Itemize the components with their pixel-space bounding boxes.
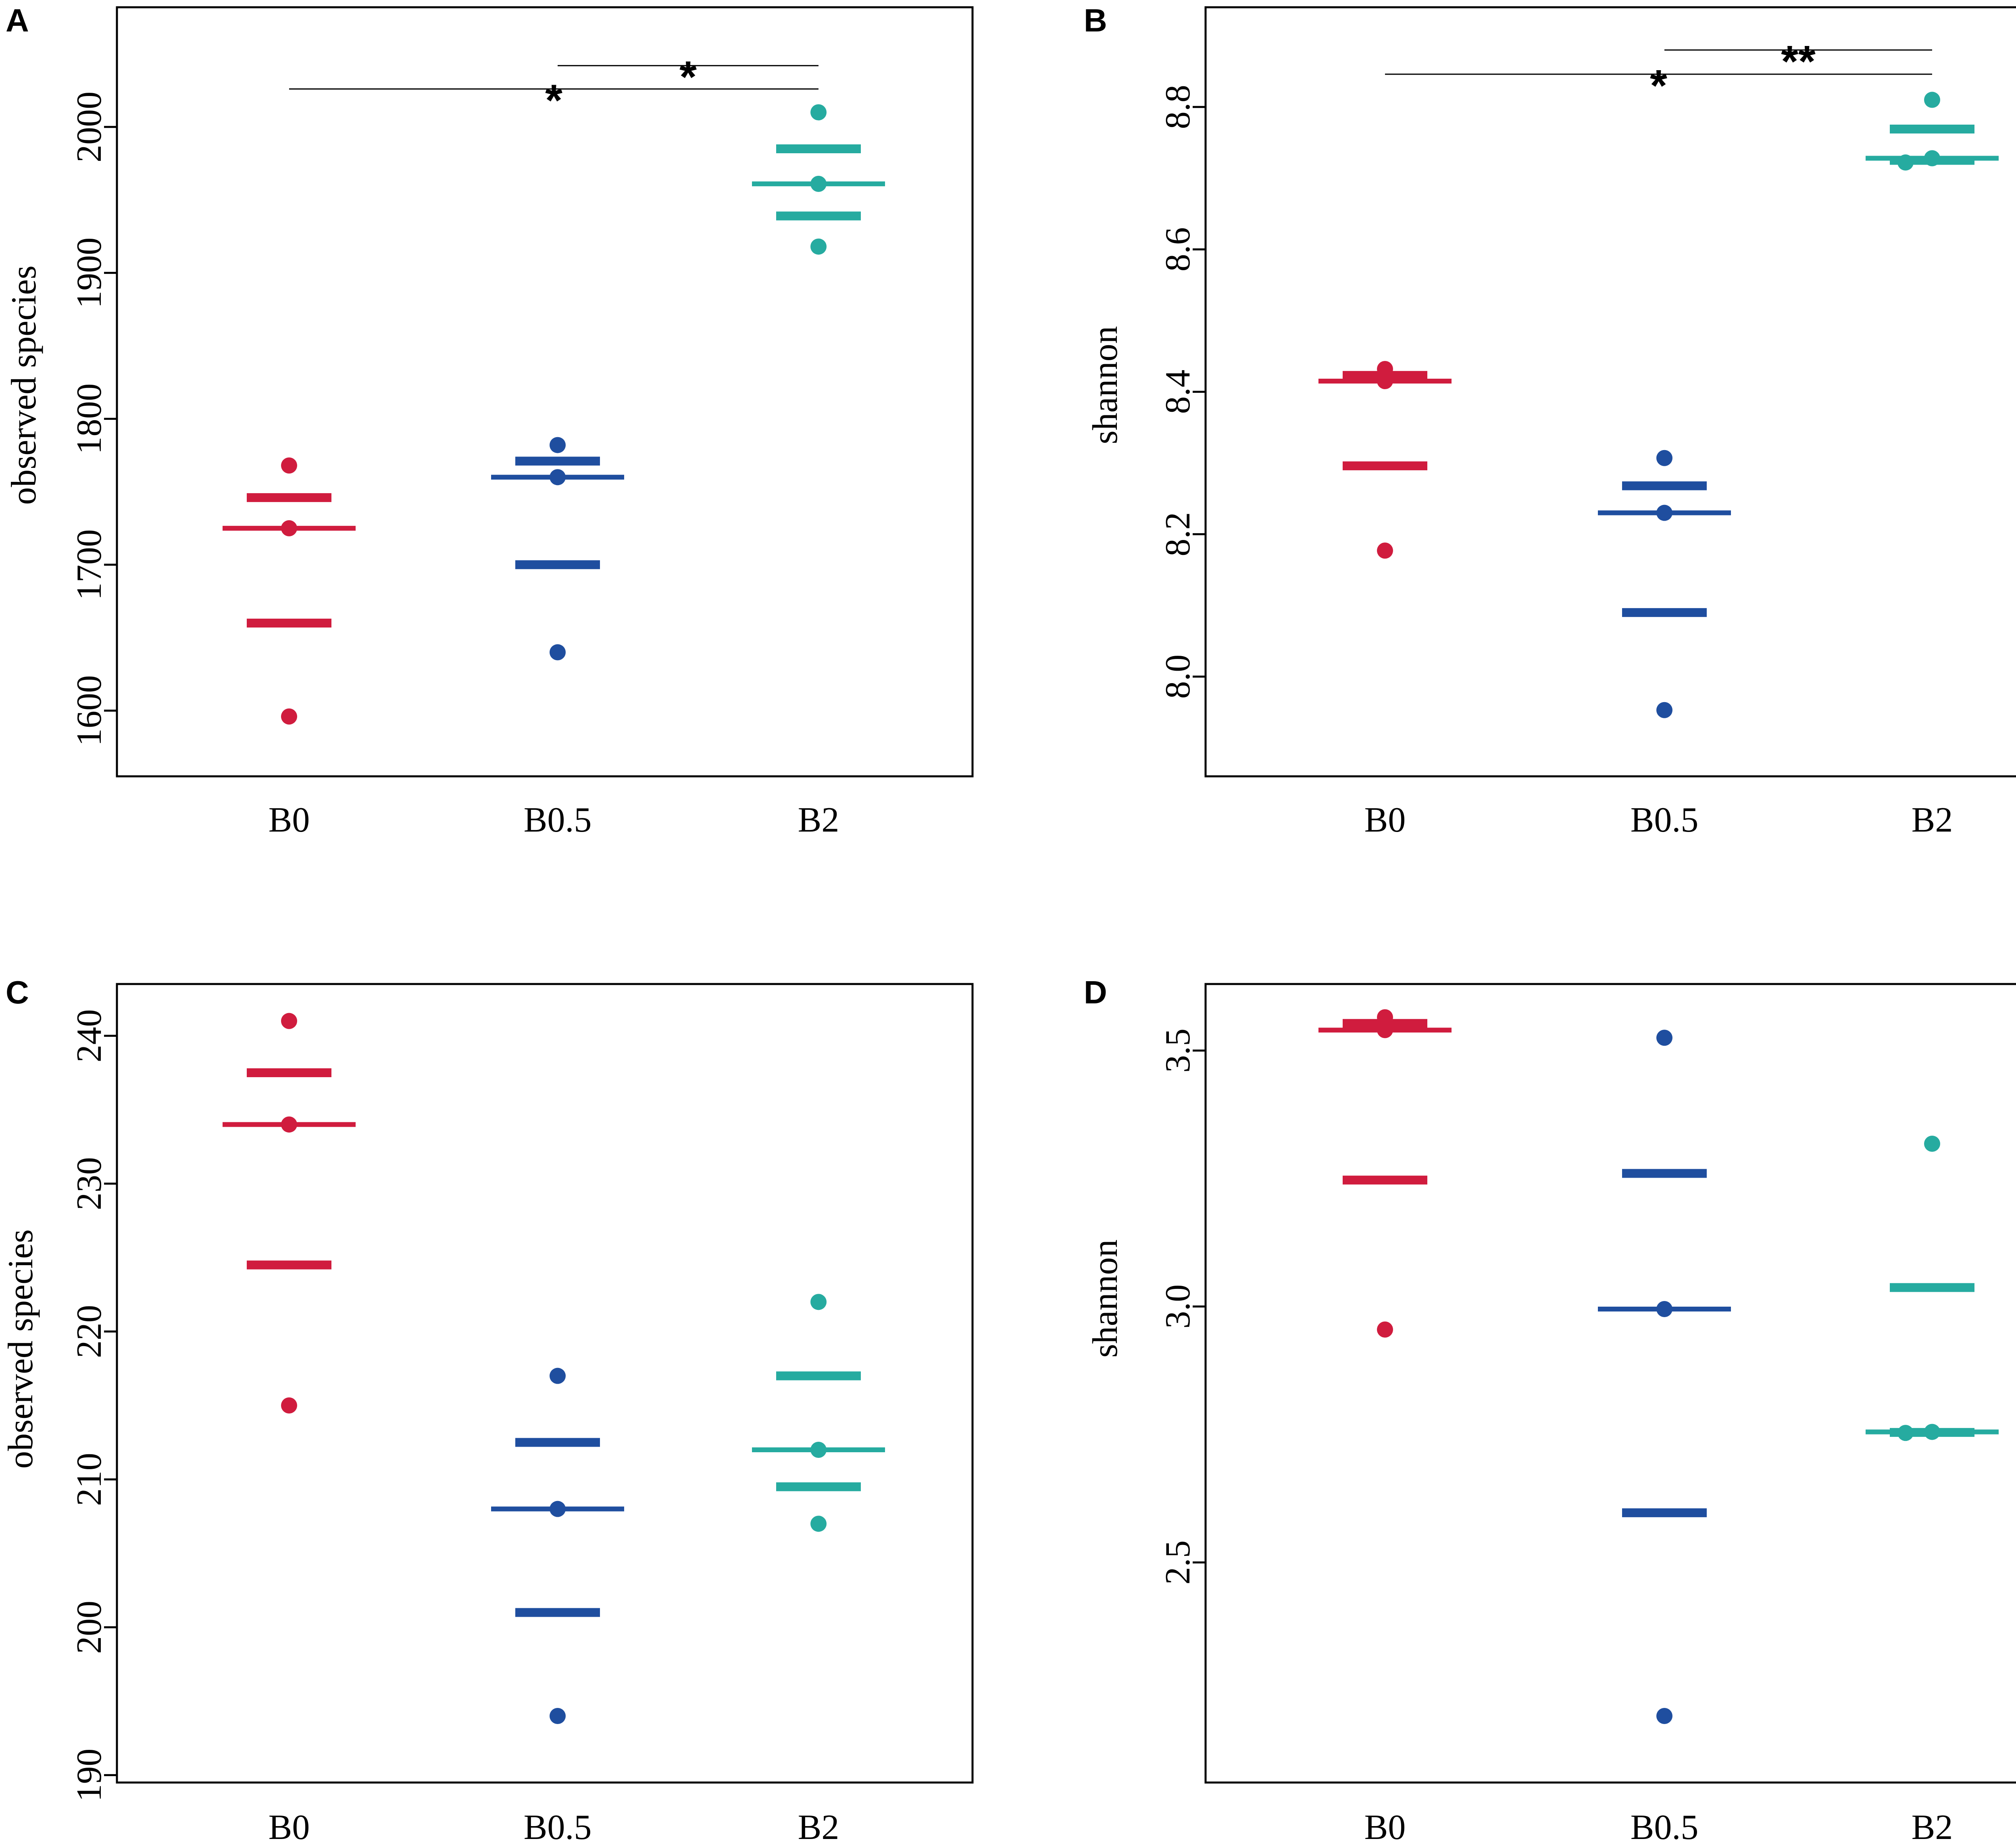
plot-frame [116, 983, 974, 1784]
y-axis-label: observed species [4, 265, 44, 505]
data-point-b2 [810, 1442, 827, 1458]
data-point-b0 [281, 708, 297, 725]
y-tick-label: 1900 [70, 238, 109, 309]
data-point-b2 [810, 1294, 827, 1310]
data-point-b0-5 [550, 644, 566, 661]
panel-c: C observed species 190 200 210 220 230 240 B0 B… [1, 974, 974, 1841]
data-point-b0-5 [1656, 1030, 1672, 1046]
y-axis-label: shannon [1086, 326, 1125, 444]
significance-label: ** [1781, 37, 1816, 86]
y-axis-label: shannon [1086, 1239, 1125, 1357]
y-tick-label: 8.8 [1158, 85, 1198, 129]
y-tick-label: 210 [70, 1453, 109, 1506]
y-tick-label: 8.6 [1158, 227, 1198, 271]
y-tick-label: 230 [70, 1157, 109, 1210]
data-point-b0-5 [1656, 702, 1672, 718]
panel-b: B shannon 8.08.28.48.68.8B0 B0.5 B2* ** [1084, 2, 2016, 840]
data-point-b0 [1377, 1022, 1393, 1038]
y-tick-label: 190 [70, 1749, 109, 1802]
panel-letter: C [6, 974, 29, 1010]
data-point-b0-5 [1656, 450, 1672, 466]
x-tick-label: B0.5 [1631, 1808, 1699, 1841]
data-point-b2 [810, 238, 827, 255]
y-tick-label: 200 [70, 1601, 109, 1654]
data-point-b0 [1377, 542, 1393, 559]
data-point-b2 [1924, 92, 1940, 108]
data-point-b0 [281, 1013, 297, 1029]
significance-label: * [545, 76, 562, 125]
data-point-b2 [1924, 1136, 1940, 1152]
y-tick-label: 3.5 [1158, 1028, 1198, 1073]
panel-letter: B [1084, 2, 1107, 38]
x-tick-label: B0.5 [524, 1808, 592, 1841]
x-tick-label: B2 [798, 1808, 839, 1841]
data-point-b0-5 [1656, 1708, 1672, 1724]
data-point-b2 [1924, 150, 1940, 167]
significance-label: * [1650, 61, 1667, 111]
data-point-b2 [1924, 1424, 1940, 1440]
data-point-b0 [281, 457, 297, 474]
data-point-b2 [810, 175, 827, 192]
y-tick-label: 2000 [70, 92, 109, 163]
data-point-b0 [1377, 1009, 1393, 1026]
data-point-b0-5 [550, 437, 566, 453]
data-point-b2 [1897, 154, 1914, 171]
data-point-b0-5 [550, 1501, 566, 1517]
data-point-b0 [281, 520, 297, 536]
x-tick-label: B0 [269, 801, 310, 840]
y-tick-label: 1600 [70, 675, 109, 746]
y-tick-label: 3.0 [1158, 1284, 1198, 1329]
x-tick-label: B2 [1912, 801, 1953, 840]
data-point-b0-5 [1656, 505, 1672, 521]
y-tick-label: 8.2 [1158, 512, 1198, 557]
plot-frame [116, 6, 974, 778]
x-tick-label: B2 [798, 801, 839, 840]
panel-a: A observed species 1600 1700 1800 1900 2000 B… [4, 2, 974, 840]
significance-label: * [679, 52, 697, 102]
y-tick-label: 1700 [70, 529, 109, 600]
data-point-b0 [1377, 373, 1393, 390]
y-tick-label: 220 [70, 1305, 109, 1358]
y-tick-label: 1800 [70, 383, 109, 454]
y-tick-label: 8.4 [1158, 370, 1198, 414]
x-tick-label: B0 [1364, 1808, 1406, 1841]
panel-d: D shannon 2.5 3.0 3.5 B0 B0.5 B2 [1084, 974, 2016, 1841]
data-point-b0 [281, 1116, 297, 1133]
data-point-b2 [1897, 1425, 1914, 1441]
x-tick-label: B0 [1364, 801, 1406, 840]
data-point-b0-5 [550, 1708, 566, 1724]
x-tick-label: B0.5 [1631, 801, 1699, 840]
data-point-b0 [1377, 361, 1393, 377]
data-point-b0-5 [550, 1368, 566, 1384]
plot-frame [1204, 6, 2016, 778]
x-tick-label: B0 [269, 1808, 310, 1841]
data-point-b2 [810, 1516, 827, 1532]
y-tick-label: 8.0 [1158, 655, 1198, 699]
data-point-b0-5 [1656, 1301, 1672, 1317]
y-axis-label: observed species [1, 1229, 40, 1469]
y-tick-label: 2.5 [1158, 1540, 1198, 1585]
x-tick-label: B0.5 [524, 801, 592, 840]
data-point-b0-5 [550, 469, 566, 486]
panel-letter: A [6, 2, 29, 38]
data-point-b0 [1377, 1321, 1393, 1338]
y-tick-label: 240 [70, 1009, 109, 1062]
x-tick-label: B2 [1912, 1808, 1953, 1841]
data-point-b2 [810, 104, 827, 121]
panel-letter: D [1084, 974, 1107, 1010]
plot-frame [1204, 983, 2016, 1784]
data-point-b0 [281, 1397, 297, 1414]
